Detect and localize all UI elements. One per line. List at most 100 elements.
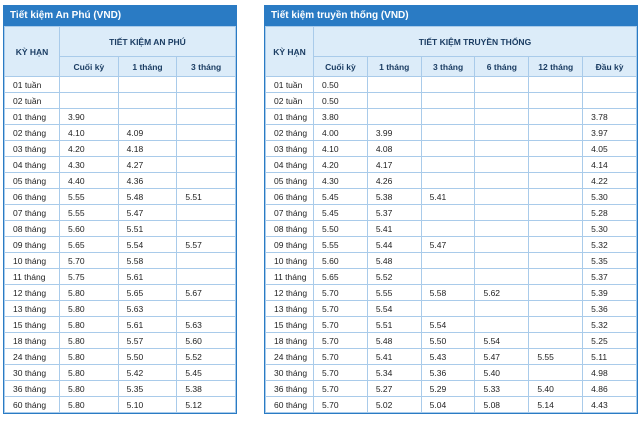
rate-cell: 5.45 [313,204,368,221]
rate-cell [176,124,236,141]
rate-cell [474,188,530,205]
rate-cell [420,220,476,237]
term-cell: 07 tháng [265,204,314,221]
rate-cell: 4.27 [117,156,178,173]
table-row: 02 tháng 4.00 3.99 3.97 [265,124,637,141]
term-cell: 09 tháng [265,236,314,253]
rate-cell: 5.62 [474,284,530,301]
rate-cell [176,300,236,317]
rate-cell [420,300,476,317]
rate-cell: 5.70 [59,252,119,269]
rate-cell: 5.40 [528,380,584,397]
table-row: 01 tuần 0.50 [265,76,637,93]
table-row: 01 tháng 3.90 [4,108,236,125]
rate-cell: 5.65 [59,236,119,253]
rate-cell: 5.30 [582,220,637,237]
rate-cell: 5.44 [366,236,422,253]
table-row: 09 tháng 5.55 5.44 5.47 5.32 [265,236,637,253]
rate-cell: 5.55 [59,188,119,205]
table-row: 13 tháng 5.80 5.63 [4,300,236,317]
column-header: Đầu kỳ [582,56,637,77]
table-row: 10 tháng 5.60 5.48 5.35 [265,252,637,269]
rate-cell [420,156,476,173]
term-cell: 12 tháng [4,284,60,301]
rate-cell: 5.37 [366,204,422,221]
column-header: 3 tháng [176,56,236,77]
term-cell: 12 tháng [265,284,314,301]
rate-cell [117,108,178,125]
table-row: 02 tháng 4.10 4.09 [4,124,236,141]
term-cell: 24 tháng [4,348,60,365]
rate-cell: 5.70 [313,348,368,365]
rate-cell: 4.40 [59,172,119,189]
rate-cell: 5.80 [59,348,119,365]
rate-cell [474,124,530,141]
rate-cell [474,316,530,333]
term-cell: 02 tuần [265,92,314,109]
term-cell: 02 tháng [265,124,314,141]
table-row: 04 tháng 4.20 4.17 4.14 [265,156,637,173]
rate-cell [474,172,530,189]
subheader-row: Cuối kỳ 1 tháng 3 tháng 6 tháng 12 tháng Đầu … [266,56,637,77]
rate-cell: 5.50 [420,332,476,349]
column-header: 1 tháng [366,56,422,77]
rate-cell: 5.32 [582,236,637,253]
rate-cell [176,92,236,109]
rate-cell: 5.34 [366,364,422,381]
term-cell: 30 tháng [4,364,60,381]
rate-cell: 5.38 [176,380,236,397]
table-row: 07 tháng 5.55 5.47 [4,204,236,221]
rate-cell: 3.78 [582,108,637,125]
rate-cell: 5.54 [366,300,422,317]
rate-cell: 5.48 [366,252,422,269]
rate-cell [528,188,584,205]
term-cell: 18 tháng [4,332,60,349]
rate-cell [528,364,584,381]
rate-cell: 5.70 [313,284,368,301]
header-row: KỲ HẠN TIẾT KIỆM AN PHÚ [4,26,236,77]
rate-cell: 5.54 [117,236,178,253]
rate-cell: 4.08 [366,140,422,157]
term-cell: 06 tháng [265,188,314,205]
rate-cell: 0.50 [313,76,368,93]
rate-cell: 5.41 [420,188,476,205]
term-cell: 04 tháng [265,156,314,173]
term-cell: 01 tuần [4,76,60,93]
rate-cell: 5.60 [176,332,236,349]
rate-cell [528,124,584,141]
table-head: KỲ HẠN TIẾT KIỆM TRUYỀN THỐNG Cuối kỳ 1 thá… [265,26,637,77]
rate-cell: 3.99 [366,124,422,141]
rate-cell: 5.80 [59,332,119,349]
rate-cell: 5.41 [366,348,422,365]
table-panel: Tiết kiệm An Phú (VND) KỲ HẠN TIẾT KIỆM AN… [3,5,237,414]
rate-cell: 4.86 [582,380,637,397]
table-row: 60 tháng 5.70 5.02 5.04 5.08 5.14 4.43 [265,396,637,413]
rate-cell: 5.58 [420,284,476,301]
rate-cell: 5.60 [313,252,368,269]
rate-cell: 5.29 [420,380,476,397]
column-header: 3 tháng [420,56,476,77]
rate-cell [528,300,584,317]
rate-cell [420,76,476,93]
rate-cell: 5.48 [117,188,178,205]
group-header: TIẾT KIỆM AN PHÚ [59,26,236,57]
table-row: 04 tháng 4.30 4.27 [4,156,236,173]
rate-cell: 5.10 [117,396,178,413]
term-cell: 02 tuần [4,92,60,109]
rate-cell: 5.02 [366,396,422,413]
table-row: 24 tháng 5.70 5.41 5.43 5.47 5.55 5.11 [265,348,637,365]
rate-cell [474,300,530,317]
table-row: 02 tuần [4,92,236,109]
table-row: 03 tháng 4.10 4.08 4.05 [265,140,637,157]
rate-cell: 5.75 [59,268,119,285]
term-cell: 03 tháng [265,140,314,157]
rate-cell: 4.05 [582,140,637,157]
rate-cell: 5.32 [582,316,637,333]
table-row: 05 tháng 4.40 4.36 [4,172,236,189]
term-cell: 18 tháng [265,332,314,349]
rate-cell: 4.30 [59,156,119,173]
rate-cell: 5.40 [474,364,530,381]
rate-cell [528,204,584,221]
rate-cell: 5.27 [366,380,422,397]
